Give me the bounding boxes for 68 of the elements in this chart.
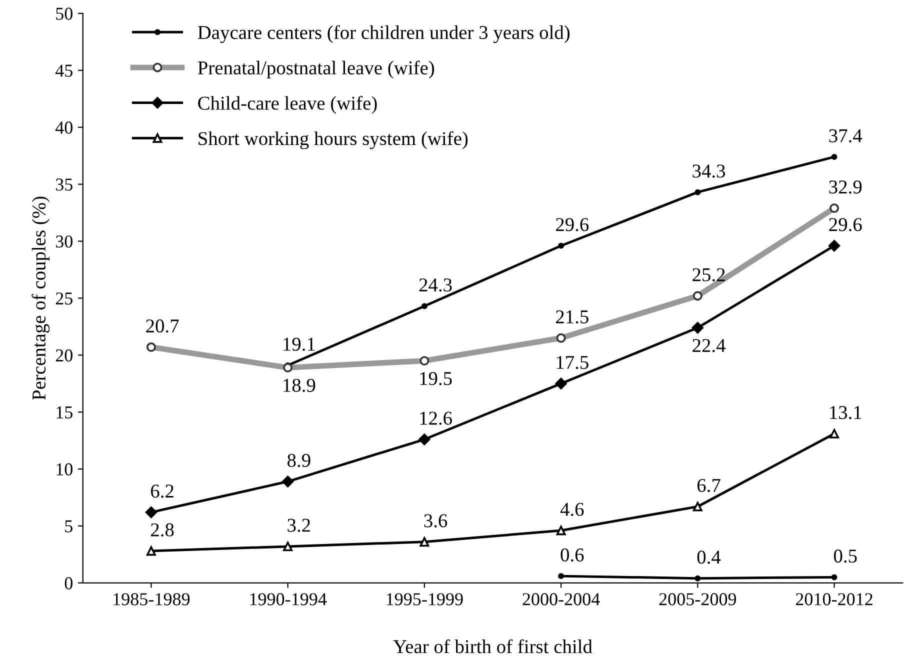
- data-label: 19.1: [284, 338, 315, 351]
- data-label: 19.5: [420, 372, 452, 386]
- point: [694, 575, 701, 582]
- point: [830, 428, 839, 438]
- y-axis-title: Percentage of couples (%): [32, 196, 50, 400]
- data-label: 0.5: [834, 550, 857, 563]
- point: [282, 476, 294, 488]
- point: [694, 189, 701, 196]
- y-tick-label: 35: [56, 178, 72, 191]
- data-label: 22.4: [692, 339, 726, 352]
- point: [831, 574, 838, 580]
- legend-label: Short working hours system (wife): [198, 131, 468, 150]
- point: [145, 506, 158, 518]
- data-label: 6.7: [697, 478, 720, 492]
- data-label: 12.6: [420, 412, 452, 425]
- y-tick-label: 50: [56, 8, 72, 20]
- point: [692, 322, 704, 334]
- data-label: 20.7: [146, 319, 179, 333]
- x-tick-label: 1995-1999: [386, 593, 463, 606]
- data-label: 0.4: [697, 550, 721, 564]
- data-label: 34.3: [692, 164, 726, 178]
- data-label: 4.6: [560, 502, 584, 516]
- x-tick-label: 2000-2004: [522, 593, 600, 606]
- data-label: 8.9: [288, 454, 310, 468]
- point: [831, 154, 838, 160]
- data-label: 24.3: [419, 278, 452, 292]
- data-label: 2.8: [151, 523, 174, 537]
- y-tick-label: 15: [56, 406, 72, 418]
- x-tick-label: 1985-1989: [114, 593, 190, 606]
- data-label: 13.1: [830, 406, 862, 420]
- point: [692, 502, 702, 512]
- legend-label: Prenatal/postnatal leave (wife): [198, 60, 434, 78]
- point: [828, 240, 840, 252]
- point: [283, 542, 293, 552]
- data-label: 17.5: [556, 356, 588, 370]
- point: [420, 537, 430, 547]
- y-tick-label: 0: [64, 577, 72, 590]
- data-label: 0.6: [560, 548, 584, 562]
- data-label: 6.2: [150, 484, 174, 498]
- y-tick-label: 25: [56, 292, 72, 305]
- x-tick-label: 2010-2012: [796, 593, 872, 606]
- data-label: 3.6: [424, 514, 448, 528]
- y-tick-label: 45: [55, 64, 72, 77]
- x-axis-title: Year of birth of first child: [393, 639, 592, 654]
- data-label: 21.5: [556, 310, 588, 324]
- data-label: 29.6: [829, 218, 862, 232]
- data-label: 18.9: [284, 378, 316, 392]
- x-tick-label: 2005-2009: [659, 593, 736, 606]
- y-tick-label: 40: [55, 122, 72, 134]
- y-tick-label: 5: [65, 520, 72, 532]
- data-label: 3.2: [288, 518, 310, 532]
- point: [558, 573, 564, 580]
- data-label: 37.4: [829, 129, 862, 142]
- point: [146, 546, 156, 556]
- y-tick-label: 30: [56, 235, 72, 248]
- point: [556, 526, 566, 536]
- y-tick-label: 10: [56, 463, 72, 476]
- y-tick-label: 20: [56, 349, 72, 362]
- legend-label: Child-care leave (wife): [198, 96, 377, 114]
- point: [558, 242, 564, 249]
- point: [555, 378, 567, 390]
- data-label: 25.2: [692, 268, 725, 282]
- legend-label: Daycare centers (for children under 3 years old): [198, 25, 570, 44]
- x-tick-label: 1990-1994: [250, 593, 327, 606]
- data-label: 29.6: [556, 218, 589, 232]
- data-label: 32.9: [829, 180, 862, 194]
- point: [418, 434, 430, 446]
- point: [421, 303, 428, 310]
